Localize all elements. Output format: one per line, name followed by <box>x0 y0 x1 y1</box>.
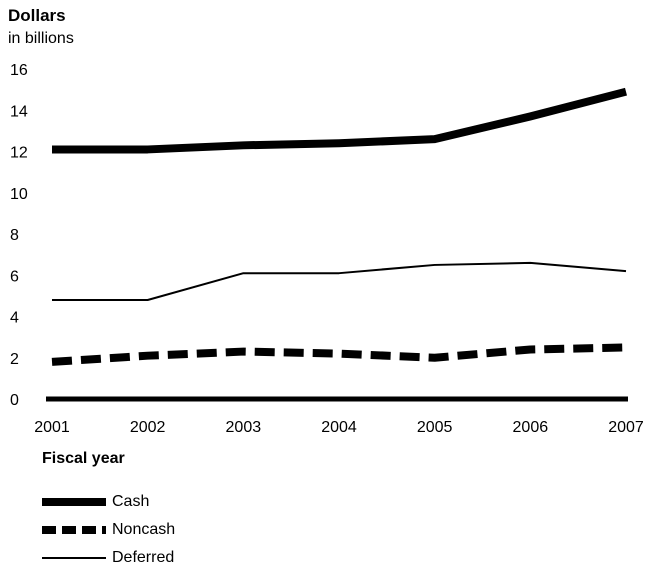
legend-swatch-deferred <box>42 547 106 569</box>
y-axis-subtitle: in billions <box>8 30 74 47</box>
legend-label-noncash: Noncash <box>112 521 176 538</box>
legend-label-deferred: Deferred <box>112 549 175 566</box>
x-tick-label: 2001 <box>34 419 70 436</box>
y-tick-label: 0 <box>10 392 19 409</box>
x-tick-label: 2007 <box>608 419 644 436</box>
y-tick-label: 8 <box>10 227 19 244</box>
y-tick-label: 12 <box>10 145 28 162</box>
legend-swatch-cash <box>42 491 106 513</box>
legend-item-deferred: Deferred <box>42 544 175 572</box>
x-axis-title: Fiscal year <box>42 450 125 467</box>
x-tick-label: 2003 <box>226 419 262 436</box>
x-tick-label: 2004 <box>321 419 357 436</box>
legend-swatch-noncash <box>42 519 106 541</box>
y-tick-label: 6 <box>10 268 19 285</box>
series-line-cash <box>52 87 628 154</box>
y-tick-label: 14 <box>10 103 28 120</box>
y-tick-label: 16 <box>10 62 28 79</box>
y-tick-label: 4 <box>10 310 19 327</box>
legend: Cash Noncash Deferred <box>42 488 175 572</box>
x-tick-label: 2002 <box>130 419 166 436</box>
series-line-deferred <box>52 261 627 301</box>
y-axis-title: Dollars <box>8 6 66 25</box>
legend-label-cash: Cash <box>112 493 150 510</box>
legend-item-noncash: Noncash <box>42 516 175 544</box>
x-tick-label: 2005 <box>417 419 453 436</box>
legend-item-cash: Cash <box>42 488 175 516</box>
x-tick-label: 2006 <box>513 419 549 436</box>
y-tick-label: 2 <box>10 351 19 368</box>
y-tick-label: 10 <box>10 186 28 203</box>
series-line-noncash <box>51 343 627 366</box>
